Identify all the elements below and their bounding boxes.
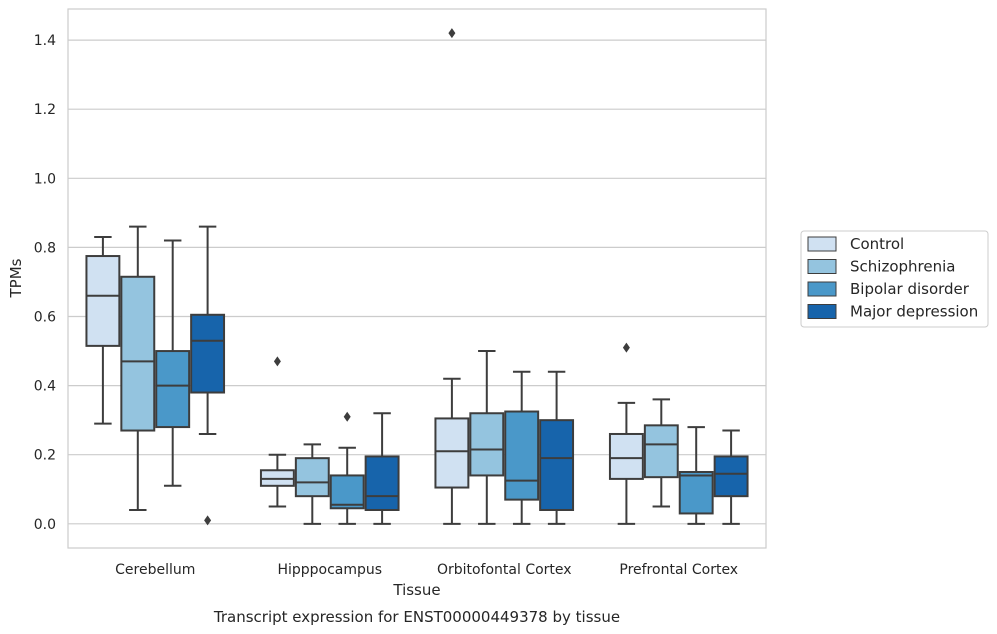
- x-tick-label: Cerebellum: [115, 562, 195, 578]
- outlier-point: [622, 342, 630, 353]
- legend-label: Schizophrenia: [850, 258, 955, 276]
- box-iqr: [608, 432, 644, 480]
- box-iqr: [294, 457, 330, 498]
- x-axis-label: Tissue: [392, 581, 440, 599]
- box-schizophrenia: [120, 225, 156, 511]
- legend-label: Major depression: [850, 303, 978, 321]
- box-iqr: [469, 412, 505, 477]
- y-tick-label: 0.8: [34, 240, 56, 256]
- legend-item: Major depression: [807, 303, 978, 321]
- plot-area-frame: [67, 8, 767, 549]
- outlier-point: [343, 411, 351, 422]
- legend-label: Bipolar disorder: [850, 280, 970, 298]
- legend-item: Bipolar disorder: [807, 280, 970, 298]
- x-tick-label: Orbitofontal Cortex: [437, 562, 572, 578]
- legend: Control Schizophrenia Bipolar disorder Majo…: [800, 230, 989, 328]
- y-tick-label: 0.4: [34, 379, 56, 395]
- box-major-depression: [713, 429, 749, 525]
- x-tick-label: Hipppocampus: [277, 562, 382, 578]
- box-iqr: [678, 470, 714, 515]
- legend-label: Control: [850, 235, 904, 253]
- legend-frame: [800, 230, 989, 328]
- legend-swatch: [807, 281, 837, 297]
- legend-swatch: [807, 236, 837, 252]
- box-iqr: [643, 424, 679, 479]
- box-bipolar-disorder: [678, 426, 714, 525]
- y-tick-label: 0.6: [34, 310, 56, 326]
- box-bipolar-disorder: [329, 411, 365, 525]
- box-iqr: [713, 455, 749, 498]
- y-tick-label: 1.4: [34, 33, 56, 49]
- box-control: [259, 356, 295, 508]
- box-iqr: [85, 255, 121, 347]
- legend-item: Schizophrenia: [807, 258, 955, 276]
- box-iqr: [504, 410, 540, 501]
- box-schizophrenia: [469, 350, 505, 525]
- x-tick-label: Prefrontal Cortex: [619, 562, 738, 578]
- box-iqr: [155, 350, 191, 429]
- box-bipolar-disorder: [155, 239, 191, 487]
- box-schizophrenia: [294, 443, 330, 525]
- box-control: [85, 236, 121, 425]
- box-control: [434, 28, 470, 525]
- y-tick-label: 0.2: [34, 448, 56, 464]
- y-tick-label: 1.0: [34, 171, 56, 187]
- legend-swatch: [807, 304, 837, 319]
- legend-item: Control: [807, 235, 904, 253]
- box-major-depression: [190, 225, 226, 526]
- outlier-point: [448, 28, 456, 39]
- box-iqr: [364, 455, 400, 511]
- outlier-point: [204, 515, 212, 526]
- outlier-point: [273, 356, 281, 367]
- box-iqr: [329, 474, 365, 510]
- y-tick-label: 0.0: [34, 517, 56, 533]
- box-major-depression: [539, 370, 575, 525]
- box-iqr: [539, 419, 575, 511]
- box-groups: [85, 28, 749, 526]
- legend-swatch: [807, 259, 837, 274]
- box-bipolar-disorder: [504, 370, 540, 525]
- y-axis-ticks: 0.0 0.2 0.4 0.6 0.8 1.0 1.2 1.4: [34, 33, 56, 533]
- box-schizophrenia: [643, 398, 679, 508]
- y-axis-label: TPMs: [7, 258, 25, 298]
- y-tick-label: 1.2: [34, 102, 56, 118]
- box-iqr: [434, 417, 470, 489]
- chart-caption: Transcript expression for ENST0000044937…: [213, 608, 620, 626]
- box-control: [608, 342, 644, 525]
- box-iqr: [190, 313, 226, 394]
- x-axis-ticks: Cerebellum Hipppocampus Orbitofontal Corte…: [115, 562, 738, 578]
- box-iqr: [120, 275, 156, 432]
- box-major-depression: [364, 412, 400, 525]
